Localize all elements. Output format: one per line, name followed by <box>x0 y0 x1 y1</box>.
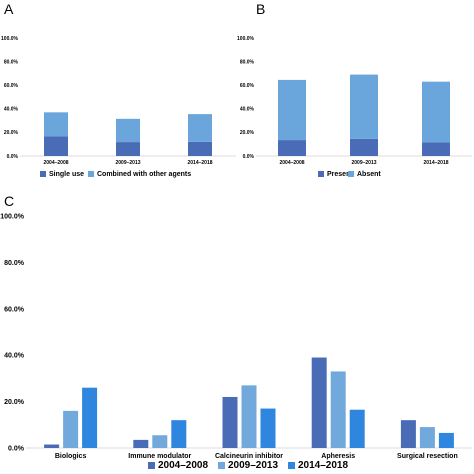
bar <box>82 387 98 448</box>
legend-label: 2014–2018 <box>298 460 348 471</box>
legend-label: 2004–2008 <box>158 460 208 471</box>
legend-swatch <box>288 462 295 469</box>
panel-a: A 0.0% 20.0% 40.0% 60.0% 80.0% 100.0% 2004–2008… <box>1 1 236 178</box>
x-tick-label: 2004–2008 <box>279 160 304 166</box>
bar <box>349 409 365 448</box>
y-tick-label: 100.0% <box>0 213 25 220</box>
bar-segment <box>278 140 306 156</box>
x-tick-label: Apheresis <box>321 453 355 460</box>
bar <box>260 408 276 448</box>
y-tick-label: 40.0% <box>4 107 19 113</box>
legend-label: Single use <box>49 171 84 178</box>
x-tick-label: 2014–2018 <box>423 160 448 166</box>
panel-label: C <box>4 193 14 209</box>
y-tick-label: 60.0% <box>4 306 25 313</box>
x-tick-label: 2009–2013 <box>115 160 140 166</box>
bar-segment <box>116 118 140 143</box>
bar-segment <box>188 114 212 142</box>
bar <box>133 439 149 448</box>
bar-segment <box>422 81 450 143</box>
panel-label: B <box>256 1 265 17</box>
bar <box>311 357 327 448</box>
bar-segment <box>422 142 450 156</box>
y-tick-label: 100.0% <box>1 36 19 42</box>
panel-b: B 0.0% 20.0% 40.0% 60.0% 80.0% 100.0% 2004–2008… <box>237 1 472 178</box>
bar <box>171 420 187 448</box>
bar <box>63 410 79 448</box>
bar <box>241 385 257 448</box>
bar <box>222 396 238 448</box>
bar-segment <box>116 142 140 156</box>
bar <box>400 420 416 448</box>
panel-label: A <box>4 1 14 17</box>
bar-segment <box>278 79 306 141</box>
y-tick-label: 0.0% <box>8 445 25 452</box>
panel-c: C 0.0% 20.0% 40.0% 60.0% 80.0% 100.0% Biologics… <box>0 193 472 471</box>
y-tick-label: 80.0% <box>4 59 19 65</box>
y-tick-label: 80.0% <box>240 59 255 65</box>
legend-swatch <box>88 171 94 177</box>
y-tick-label: 0.0% <box>243 154 255 160</box>
y-tick-label: 80.0% <box>4 260 25 267</box>
bar-segment <box>44 112 68 137</box>
legend-label: 2009–2013 <box>228 460 278 471</box>
bar <box>152 435 168 448</box>
y-tick-label: 60.0% <box>240 83 255 89</box>
y-tick-label: 0.0% <box>7 154 19 160</box>
bar <box>44 444 60 448</box>
x-tick-label: 2009–2013 <box>351 160 376 166</box>
bar-segment <box>350 138 378 156</box>
x-tick-label: Calcineurin inhibitor <box>215 453 283 460</box>
x-tick-label: Biologics <box>55 453 87 460</box>
bar <box>419 427 435 448</box>
x-tick-label: 2014–2018 <box>187 160 212 166</box>
y-tick-label: 60.0% <box>4 83 19 89</box>
legend-label: Absent <box>357 171 381 178</box>
legend-swatch <box>148 462 155 469</box>
legend-swatch <box>218 462 225 469</box>
x-tick-label: Immune modulator <box>128 453 191 460</box>
y-tick-label: 20.0% <box>4 130 19 136</box>
bar-segment <box>350 74 378 139</box>
x-tick-label: Surgical resection <box>397 453 458 460</box>
y-tick-label: 40.0% <box>4 353 25 360</box>
bar-segment <box>188 141 212 156</box>
legend-label: Present <box>327 171 353 178</box>
legend-swatch <box>318 171 324 177</box>
bar <box>330 371 346 448</box>
y-tick-label: 100.0% <box>237 36 255 42</box>
y-tick-label: 20.0% <box>240 130 255 136</box>
y-tick-label: 40.0% <box>240 107 255 113</box>
y-tick-label: 20.0% <box>4 399 25 406</box>
legend-swatch <box>40 171 46 177</box>
legend-label: Combined with other agents <box>97 171 191 178</box>
bar <box>438 432 454 448</box>
legend-swatch <box>348 171 354 177</box>
x-tick-label: 2004–2008 <box>43 160 68 166</box>
bar-segment <box>44 136 68 156</box>
